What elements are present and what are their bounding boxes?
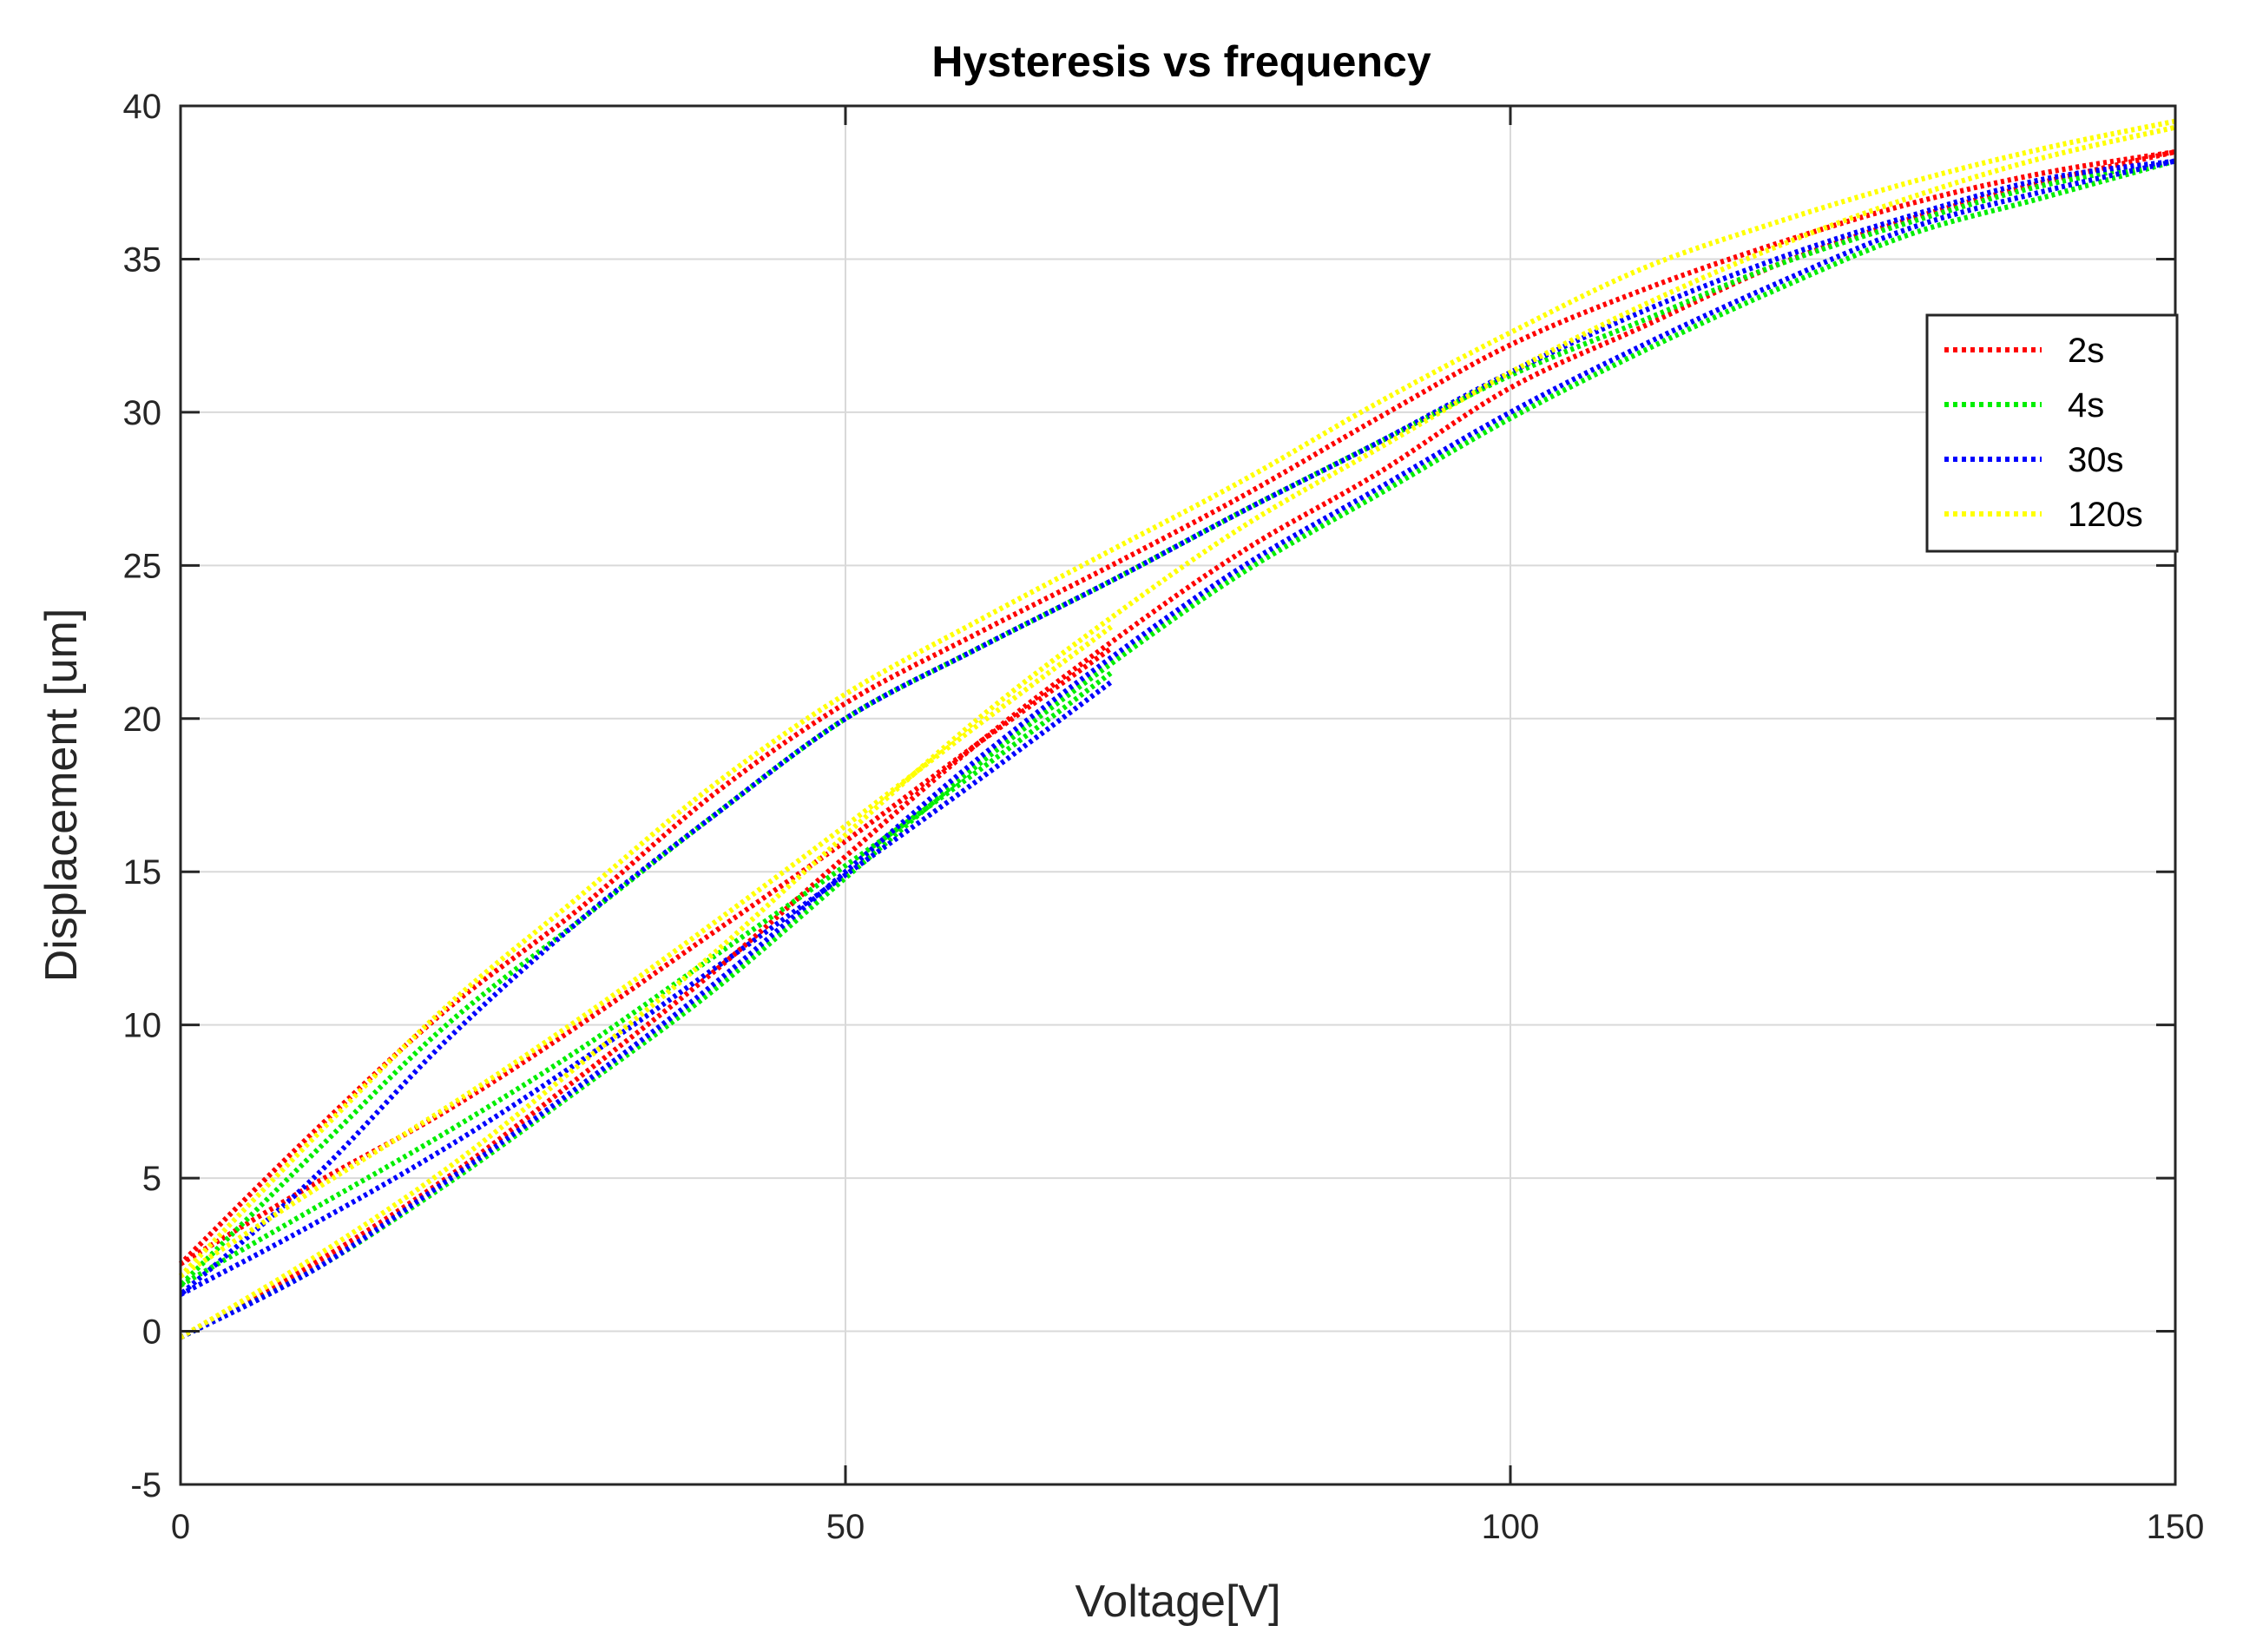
series-30s xyxy=(179,158,2176,1340)
x-tick-label: 150 xyxy=(2147,1508,2205,1546)
y-tick-label: 20 xyxy=(123,701,162,739)
series-2s-loop1-up-line xyxy=(179,148,2176,1340)
y-tick-label: 30 xyxy=(123,394,162,432)
series-30s-loop2-up-line xyxy=(179,679,1114,1297)
series-30s-loop1-down-line xyxy=(179,158,2176,1297)
plot-area xyxy=(181,106,2175,1484)
y-tick-label: 15 xyxy=(123,853,162,892)
legend-label-30s: 30s xyxy=(2068,441,2124,479)
x-tick-label: 0 xyxy=(171,1508,190,1546)
series-120s-loop1-down-line xyxy=(178,118,2176,1279)
y-tick-label: -5 xyxy=(130,1466,161,1504)
chart-title: Hysteresis vs frequency xyxy=(931,37,1431,86)
y-tick-label: 0 xyxy=(142,1313,161,1352)
y-tick-label: 40 xyxy=(123,88,162,126)
series-layer xyxy=(178,118,2176,1340)
y-axis-title: Displacement [um] xyxy=(36,609,87,983)
x-tick-label: 50 xyxy=(826,1508,865,1546)
legend-label-120s: 120s xyxy=(2068,496,2143,534)
series-4s-loop2-up-line xyxy=(179,670,1114,1288)
y-tick-label: 5 xyxy=(142,1160,161,1198)
series-120s-loop1-up-line xyxy=(179,124,2176,1340)
legend-box xyxy=(1925,313,2179,553)
x-axis-title: Voltage[V] xyxy=(1075,1576,1280,1627)
series-120s-loop2-up-line xyxy=(179,624,1114,1279)
y-tick-label: 35 xyxy=(123,240,162,279)
legend-label-4s: 4s xyxy=(2068,386,2104,425)
series-120s xyxy=(178,118,2176,1340)
y-tick-label: 25 xyxy=(123,547,162,585)
legend: 2s 4s 30s 120s xyxy=(1925,313,2179,553)
plot-frame xyxy=(179,104,2177,1486)
axis-ticks: 0 50 100 150 -5 0 5 10 15 20 25 30 35 40 xyxy=(123,88,2205,1546)
series-30s-loop1-up-line xyxy=(179,158,2176,1340)
grid-lines xyxy=(181,106,2175,1484)
legend-entries: 2s 4s 30s 120s xyxy=(1944,332,2143,534)
y-tick-label: 10 xyxy=(123,1007,162,1045)
x-tick-label: 100 xyxy=(1482,1508,1540,1546)
legend-label-2s: 2s xyxy=(2068,332,2104,370)
